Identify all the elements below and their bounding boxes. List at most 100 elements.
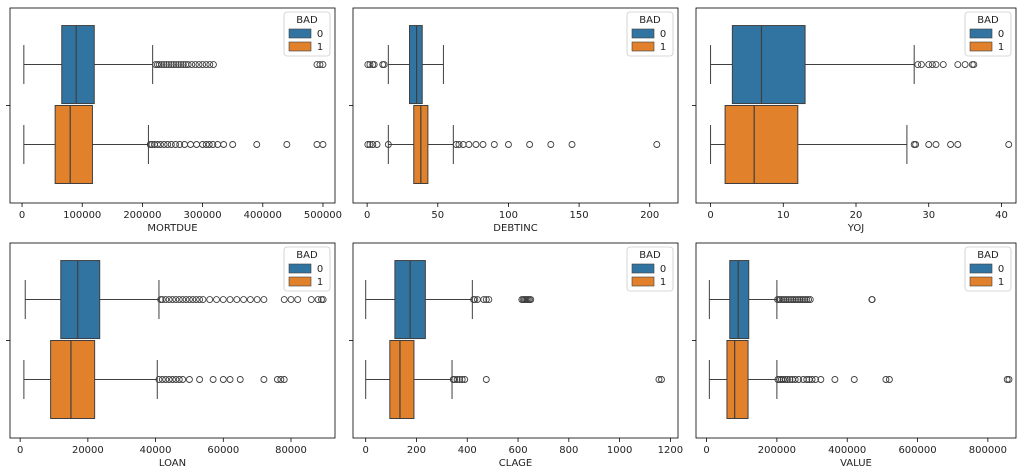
outlier-point bbox=[209, 141, 217, 148]
legend-label-0: 0 bbox=[317, 29, 323, 40]
box-series-0 bbox=[24, 260, 327, 340]
outlier-point bbox=[783, 296, 791, 303]
outlier-point bbox=[798, 296, 805, 303]
outlier-point bbox=[169, 376, 176, 383]
outlier-point bbox=[850, 376, 858, 383]
outlier-point bbox=[461, 376, 469, 383]
outlier-point bbox=[796, 296, 804, 303]
x-tick-label: 100 bbox=[499, 210, 518, 221]
outlier-point bbox=[458, 376, 466, 383]
outlier-point bbox=[1005, 141, 1013, 148]
outlier-point bbox=[485, 296, 493, 303]
box-series-0 bbox=[365, 260, 535, 340]
x-tick-label: 400 bbox=[458, 445, 477, 456]
outlier-point bbox=[157, 141, 164, 148]
outlier-point bbox=[162, 376, 170, 383]
outlier-point bbox=[791, 376, 799, 383]
x-tick-label: 0 bbox=[19, 210, 25, 221]
outlier-point bbox=[179, 61, 187, 69]
outlier-point bbox=[970, 61, 978, 69]
outlier-point bbox=[316, 61, 324, 69]
plot-frame bbox=[695, 242, 1017, 439]
outlier-point bbox=[187, 141, 195, 148]
outlier-point bbox=[313, 141, 321, 148]
outlier-point bbox=[206, 296, 214, 303]
outlier-point bbox=[167, 141, 175, 148]
x-tick-label: 80000 bbox=[275, 445, 307, 456]
outlier-point bbox=[384, 141, 392, 148]
outlier-point bbox=[482, 376, 490, 383]
outlier-point bbox=[277, 376, 285, 383]
outlier-point bbox=[253, 141, 261, 148]
outlier-point bbox=[280, 376, 288, 383]
legend: BAD 0 1 bbox=[283, 246, 331, 292]
box-series-1 bbox=[365, 340, 665, 419]
outlier-point bbox=[939, 61, 947, 69]
outlier-point bbox=[799, 376, 807, 383]
legend: BAD 0 1 bbox=[964, 246, 1012, 292]
outlier-point bbox=[172, 61, 180, 69]
outlier-point bbox=[786, 376, 794, 383]
outlier-point bbox=[202, 61, 210, 69]
outlier-point bbox=[803, 376, 811, 383]
outlier-point bbox=[868, 296, 876, 303]
legend-label-1: 1 bbox=[660, 42, 666, 53]
outlier-point bbox=[205, 141, 213, 148]
legend-swatch-1 bbox=[288, 41, 312, 52]
outlier-point bbox=[280, 296, 288, 303]
x-tick-label: 800 bbox=[559, 445, 578, 456]
x-tick-label: 50 bbox=[431, 210, 444, 221]
box-iqr bbox=[50, 340, 96, 419]
outlier-point bbox=[471, 296, 479, 303]
outlier-point bbox=[188, 61, 196, 69]
legend-swatch-0 bbox=[631, 28, 655, 39]
box-series-0 bbox=[364, 25, 444, 105]
outlier-point bbox=[226, 376, 234, 383]
outlier-point bbox=[380, 61, 388, 69]
outlier-point bbox=[805, 296, 812, 303]
outlier-point bbox=[364, 141, 372, 148]
outlier-point bbox=[164, 141, 172, 148]
legend-label-0: 0 bbox=[660, 29, 666, 40]
outlier-point bbox=[158, 376, 166, 383]
legend-swatch-1 bbox=[969, 276, 993, 287]
outlier-point bbox=[808, 376, 816, 383]
outlier-point bbox=[885, 376, 893, 383]
outlier-point bbox=[961, 61, 969, 69]
outlier-point bbox=[806, 296, 814, 303]
outlier-point bbox=[954, 141, 962, 148]
legend: BAD 0 1 bbox=[626, 11, 674, 57]
outlier-point bbox=[653, 141, 661, 148]
outlier-point bbox=[452, 141, 460, 148]
outlier-point bbox=[782, 296, 790, 303]
outlier-point bbox=[226, 296, 234, 303]
outlier-point bbox=[655, 376, 663, 383]
outlier-point bbox=[177, 61, 185, 69]
outlier-point bbox=[925, 61, 933, 69]
x-tick-label: 20 bbox=[850, 210, 863, 221]
box-iqr bbox=[729, 260, 750, 340]
legend-label-0: 0 bbox=[660, 264, 666, 275]
outlier-point bbox=[163, 61, 170, 69]
x-axis-label: VALUE bbox=[840, 458, 872, 469]
outlier-point bbox=[220, 141, 228, 148]
outlier-point bbox=[366, 61, 374, 69]
outlier-point bbox=[160, 61, 168, 69]
box-iqr bbox=[389, 340, 415, 419]
outlier-point bbox=[527, 296, 535, 303]
plot-frame bbox=[9, 242, 336, 439]
x-axis-label: LOAN bbox=[159, 458, 186, 469]
outlier-point bbox=[568, 141, 576, 148]
box-iqr bbox=[726, 340, 749, 419]
box-iqr bbox=[61, 25, 95, 105]
outlier-point bbox=[914, 61, 922, 69]
x-tick-label: 500000 bbox=[304, 210, 342, 221]
outlier-point bbox=[658, 376, 665, 383]
outlier-point bbox=[196, 296, 204, 303]
outlier-point bbox=[184, 61, 192, 69]
outlier-point bbox=[789, 296, 797, 303]
box-iqr bbox=[724, 105, 799, 184]
outlier-point bbox=[547, 141, 555, 148]
outlier-point bbox=[912, 141, 920, 148]
outlier-point bbox=[785, 296, 793, 303]
